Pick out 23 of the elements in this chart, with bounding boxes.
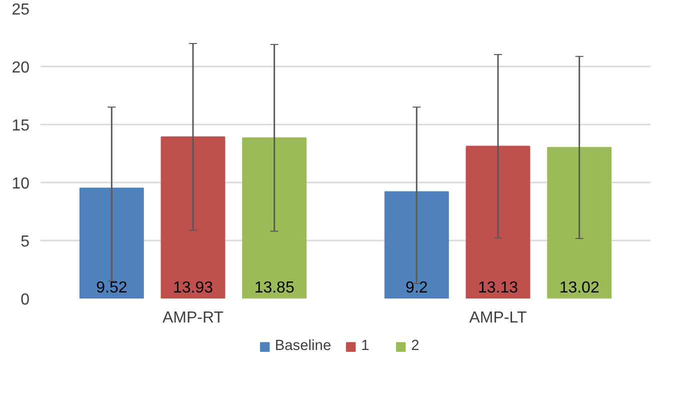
data-label: 13.13 bbox=[478, 280, 518, 296]
bar bbox=[79, 188, 144, 298]
bar bbox=[242, 137, 307, 298]
y-tick-label: 20 bbox=[12, 60, 30, 76]
legend-label: 1 bbox=[361, 338, 370, 354]
y-tick-label: 15 bbox=[12, 118, 30, 134]
bar bbox=[160, 136, 226, 298]
x-tick-label: AMP-RT bbox=[162, 310, 224, 326]
bar bbox=[384, 191, 449, 298]
data-label: 13.85 bbox=[254, 280, 294, 296]
y-tick-label: 0 bbox=[20, 292, 30, 308]
data-label: 9.2 bbox=[406, 280, 428, 296]
legend-label: 2 bbox=[411, 338, 420, 354]
y-tick-label: 5 bbox=[20, 234, 30, 250]
bar bbox=[466, 146, 530, 298]
bar bbox=[547, 146, 612, 298]
x-tick-label: AMP-LT bbox=[469, 310, 527, 326]
data-label: 9.52 bbox=[96, 280, 128, 296]
legend-label: Baseline bbox=[274, 338, 332, 354]
y-tick-label: 25 bbox=[12, 2, 30, 18]
data-label: 13.02 bbox=[559, 280, 600, 296]
data-label: 13.93 bbox=[172, 280, 214, 296]
y-tick-label: 10 bbox=[12, 176, 30, 192]
